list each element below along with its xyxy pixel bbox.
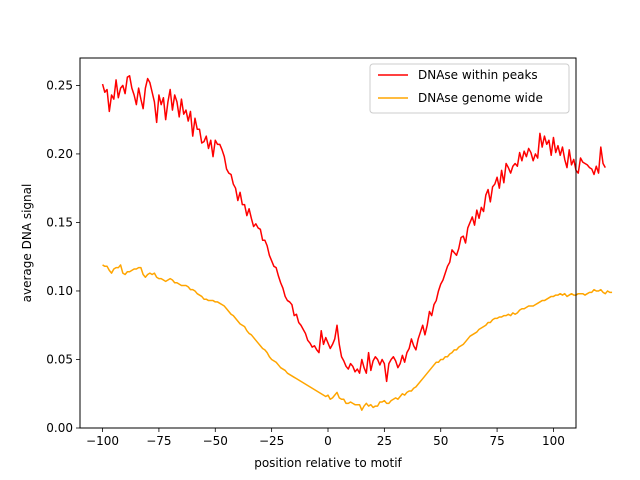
y-axis-ticks: 0.00 0.05 0.10 0.15 0.20 0.25 [46, 78, 80, 435]
x-axis-ticks: −100 −75 −50 −25 0 25 50 75 100 [86, 428, 565, 448]
series-layer [101, 75, 613, 411]
series-line-dnase-within-peaks [101, 75, 606, 383]
y-tick-label: 0.00 [46, 421, 73, 435]
legend-label-dnase-genome-wide: DNAse genome wide [418, 91, 543, 105]
x-tick-label: 50 [433, 434, 448, 448]
x-axis-label: position relative to motif [254, 456, 402, 470]
legend: DNAse within peaks DNAse genome wide [369, 63, 570, 114]
y-axis-label: average DNA signal [20, 184, 34, 303]
x-tick-label: −25 [259, 434, 284, 448]
x-tick-label: 75 [489, 434, 504, 448]
x-tick-label: −50 [203, 434, 228, 448]
y-tick-label: 0.15 [46, 215, 73, 229]
y-tick-label: 0.20 [46, 147, 73, 161]
x-tick-label: 100 [542, 434, 565, 448]
series-line-dnase-genome-wide [102, 264, 613, 411]
legend-box [369, 63, 570, 114]
y-tick-label: 0.05 [46, 352, 73, 366]
x-tick-label: −75 [146, 434, 171, 448]
y-tick-label: 0.25 [46, 78, 73, 92]
x-tick-label: 25 [377, 434, 392, 448]
y-tick-label: 0.10 [46, 284, 73, 298]
x-tick-label: −100 [86, 434, 119, 448]
x-tick-label: 0 [324, 434, 332, 448]
legend-label-dnase-within-peaks: DNAse within peaks [418, 68, 538, 82]
